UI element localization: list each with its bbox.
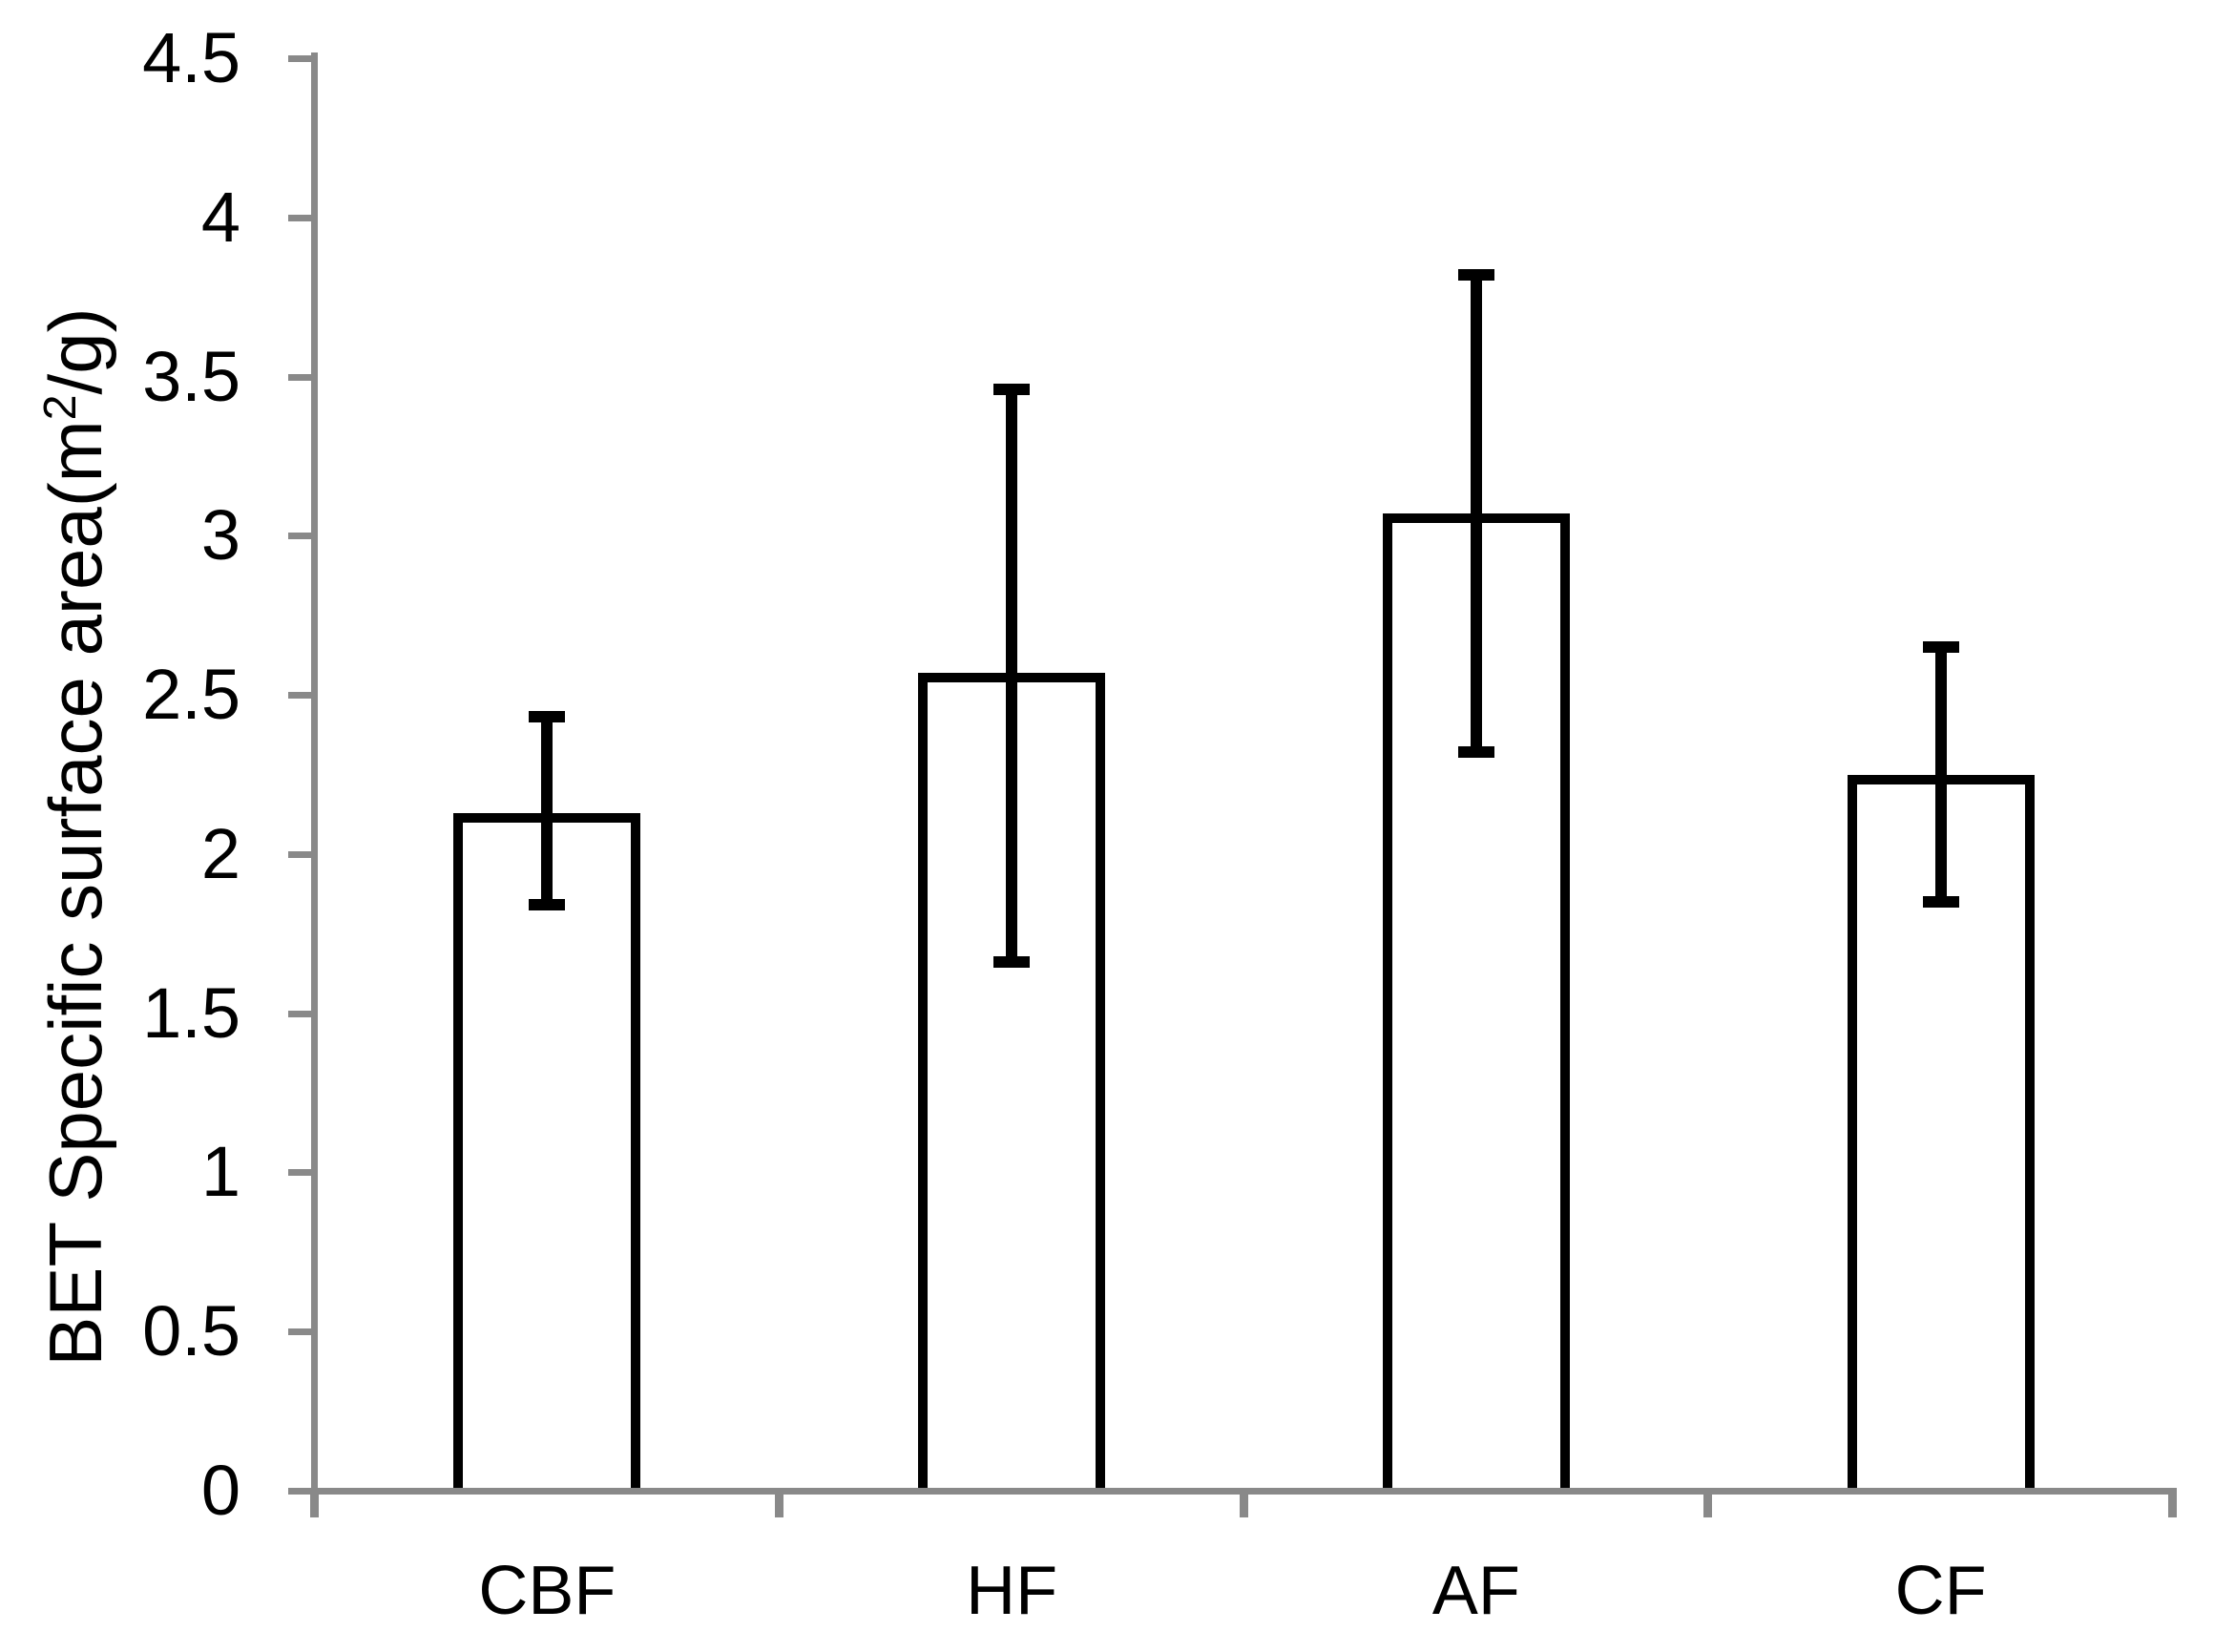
y-tick-label: 1 <box>200 1132 240 1212</box>
y-tick-label: 1.5 <box>142 972 240 1053</box>
bar-error-line <box>1934 647 1947 902</box>
bar-error-cap-top <box>993 383 1031 395</box>
bar-error-line <box>1470 274 1482 753</box>
y-tick-label: 4 <box>200 177 240 257</box>
bar-error-line <box>1006 388 1018 963</box>
y-tick-label: 0.5 <box>142 1291 240 1371</box>
y-tick <box>288 214 315 221</box>
bar-error-cap-top <box>1922 641 1959 654</box>
x-tick <box>774 1488 783 1517</box>
x-category-label: CBF <box>478 1553 616 1629</box>
y-tick <box>288 533 315 540</box>
y-tick-label: 2 <box>200 813 240 893</box>
y-tick-label: 2.5 <box>142 655 240 735</box>
y-tick-label: 3 <box>200 495 240 575</box>
bar-error-cap-top <box>529 711 566 723</box>
y-tick <box>288 850 315 858</box>
y-tick <box>288 1169 315 1177</box>
bar-error-cap-bottom <box>529 899 566 911</box>
x-category-label: CF <box>1894 1553 1987 1629</box>
x-tick <box>1239 1488 1248 1517</box>
y-tick <box>288 1488 315 1495</box>
y-tick <box>288 1328 315 1336</box>
x-axis-line <box>288 1488 2175 1495</box>
y-tick <box>288 1010 315 1017</box>
bar-error-cap-top <box>1457 268 1494 281</box>
y-tick-label: 0 <box>200 1451 240 1530</box>
y-tick-label: 3.5 <box>142 336 240 416</box>
y-tick <box>288 692 315 700</box>
y-tick <box>288 55 315 62</box>
x-tick <box>1703 1488 1713 1517</box>
x-tick <box>310 1488 319 1517</box>
bar-error-cap-bottom <box>1922 895 1959 908</box>
y-tick <box>288 373 315 381</box>
bar-error-cap-bottom <box>1457 746 1494 759</box>
bar <box>918 672 1106 1495</box>
y-tick-label: 4.5 <box>142 18 240 97</box>
x-category-label: AF <box>1431 1553 1520 1629</box>
x-category-label: HF <box>966 1553 1058 1629</box>
bar-error-cap-bottom <box>993 956 1031 969</box>
x-tick <box>2168 1488 2177 1517</box>
bar <box>453 812 641 1495</box>
y-axis-line <box>311 52 318 1517</box>
bar-error-line <box>541 717 554 906</box>
